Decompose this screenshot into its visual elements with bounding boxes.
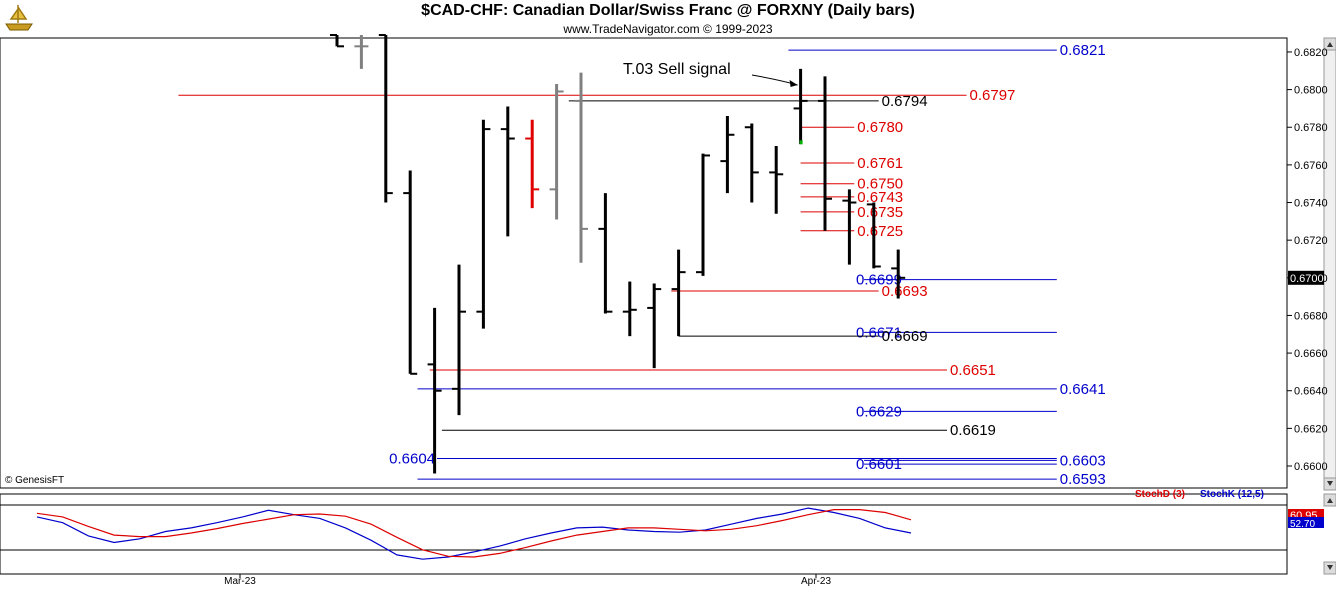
level-label: 0.6619 [950,422,996,439]
y-tick-label: 0.6780 [1294,122,1328,134]
stochK-line [36,507,912,560]
scroll-up-arrow-icon-2 [1327,498,1333,503]
level-label: 0.6693 [882,283,928,300]
copyright-label: © GenesisFT [5,475,64,486]
y-tick-label: 0.6740 [1294,198,1328,210]
signal-marker [799,140,803,145]
level-label: 0.6601 [856,456,902,473]
annotation-arrowhead-icon [789,80,798,87]
level-label: 0.6641 [1060,381,1106,398]
y-tick-label: 0.6760 [1294,160,1328,172]
y-tick-label: 0.6600 [1294,461,1328,473]
level-label: 0.6593 [1060,471,1106,488]
x-axis: Mar-23 Apr-23 [224,574,831,587]
x-tick-label: Mar-23 [224,576,256,587]
ship-logo-icon [5,4,33,31]
level-label: 0.6725 [857,223,903,240]
y-tick-label: 0.6640 [1294,386,1328,398]
level-label: 0.6604 [389,450,435,467]
y-axis: 0.6600 0.6620 0.6640 0.6660 0.6680 0.6700 0.67… [1286,38,1328,488]
scroll-up-arrow-icon [1327,42,1333,47]
level-label: 0.6651 [950,362,996,379]
level-label: 0.6743 [857,189,903,206]
x-tick-label: Apr-23 [801,576,831,587]
y-tick-label: 0.6680 [1294,310,1328,322]
y-tick-label: 0.6660 [1294,348,1328,360]
price-panel-frame [0,37,1288,489]
last-price-label: 0.6700 [1290,273,1324,285]
y-tick-label: 0.6820 [1294,47,1328,59]
level-label: 0.6794 [882,93,928,110]
level-label: 0.6750 [857,176,903,193]
level-label: 0.6669 [882,328,928,345]
level-label: 0.6797 [970,87,1016,104]
stochD-legend: StochD (3) [1135,489,1185,500]
level-label: 0.6735 [857,204,903,221]
level-label: 0.6629 [856,403,902,420]
stochK-legend: StochK (12,5) [1200,489,1264,500]
annotation-text: T.03 Sell signal [623,61,731,78]
level-label: 0.6761 [857,155,903,172]
last-price-badge [1288,270,1324,285]
ohlc-bars [330,34,906,474]
scroll-down-arrow-icon [1327,481,1333,486]
annotation: T.03 Sell signal [623,61,803,145]
level-label: 0.6699 [856,272,902,289]
stoch-panel-frame [0,493,1288,575]
chart-subtitle: www.TradeNavigator.com © 1999-2023 [563,22,773,36]
level-label: 0.6821 [1060,42,1106,59]
y-tick-label: 0.6620 [1294,423,1328,435]
level-label: 0.6603 [1060,452,1106,469]
chart-title: $CAD-CHF: Canadian Dollar/Swiss Franc @ … [421,2,915,19]
level-label: 0.6671 [856,324,902,341]
stochD-line [36,509,912,558]
level-label: 0.6780 [857,119,903,136]
stochK-value-badge [1288,517,1324,528]
scroll-down-arrow-icon-2 [1327,565,1333,570]
scrollbar-track[interactable] [1323,37,1336,491]
y-tick-label: 0.6720 [1294,235,1328,247]
stochK-value: 52.70 [1290,519,1315,530]
price-levels: 0.68210.67970.67940.67800.67610.67500.67… [178,42,1106,488]
y-tick-label: 0.6800 [1294,85,1328,97]
